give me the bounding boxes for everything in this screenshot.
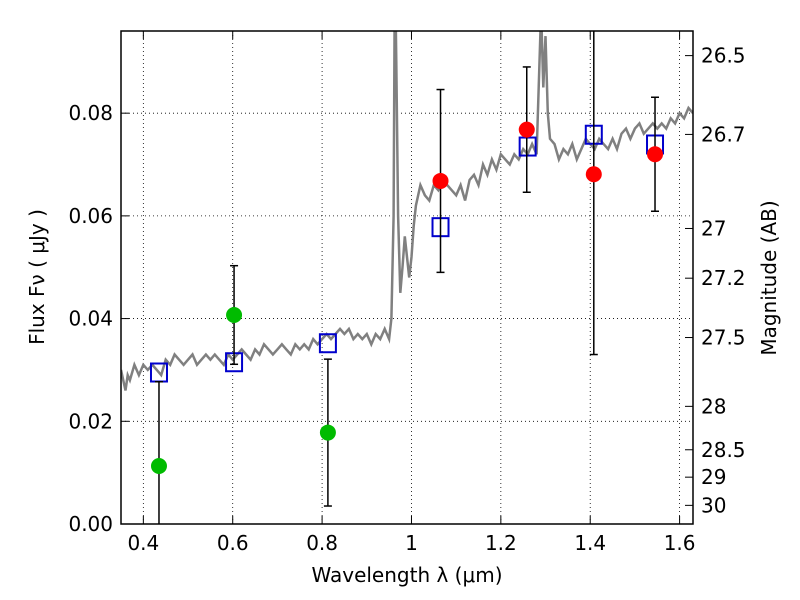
y2-tick-label: 27.2 [701, 266, 746, 290]
plot-frame [120, 30, 694, 525]
y2-tick-label: 30 [701, 493, 726, 517]
y2-tick-label: 27 [701, 216, 726, 240]
axis-ticks: 0.4 0.6 0.8 1 1.2 1.4 1.6 0.00 0.02 0.04 0.06 0.08 2… [68, 31, 746, 555]
y-tick-label: 0.06 [68, 204, 113, 228]
x-tick-label: 1.2 [485, 531, 517, 555]
y2-tick-label: 26.5 [701, 44, 746, 68]
x-tick-label: 1.6 [664, 531, 696, 555]
x-tick-label: 0.6 [217, 531, 249, 555]
x-tick-label: 1 [405, 531, 418, 555]
observed-flux-point [319, 424, 336, 441]
model-square-point [318, 333, 337, 354]
x-tick-label: 0.4 [127, 531, 159, 555]
y-tick-label: 0.08 [68, 101, 113, 125]
y-tick-label: 0.00 [68, 512, 113, 536]
observed-flux-point [647, 146, 664, 163]
y2-tick-label: 29 [701, 465, 726, 489]
y2-tick-label: 28.5 [701, 438, 746, 462]
observed-flux-point [518, 121, 535, 138]
x-tick-label: 0.8 [306, 531, 338, 555]
observed-flux-point [226, 306, 243, 323]
y2-tick-label: 27.5 [701, 326, 746, 350]
series-layer [121, 31, 693, 524]
y-tick-label: 0.02 [68, 409, 113, 433]
observed-flux-point [150, 457, 167, 474]
y-tick-label: 0.04 [68, 307, 113, 331]
observed-flux-point [432, 172, 449, 189]
y2-tick-label: 26.7 [701, 122, 746, 146]
y-axis-label: Flux Fν ( μJy ) [25, 209, 49, 345]
observed-flux-point [585, 166, 602, 183]
right-y-axis-label: Magnitude (AB) [757, 200, 781, 355]
y2-tick-label: 28 [701, 394, 726, 418]
x-tick-label: 1.4 [574, 531, 606, 555]
x-axis-label: Wavelength λ (μm) [311, 563, 502, 587]
